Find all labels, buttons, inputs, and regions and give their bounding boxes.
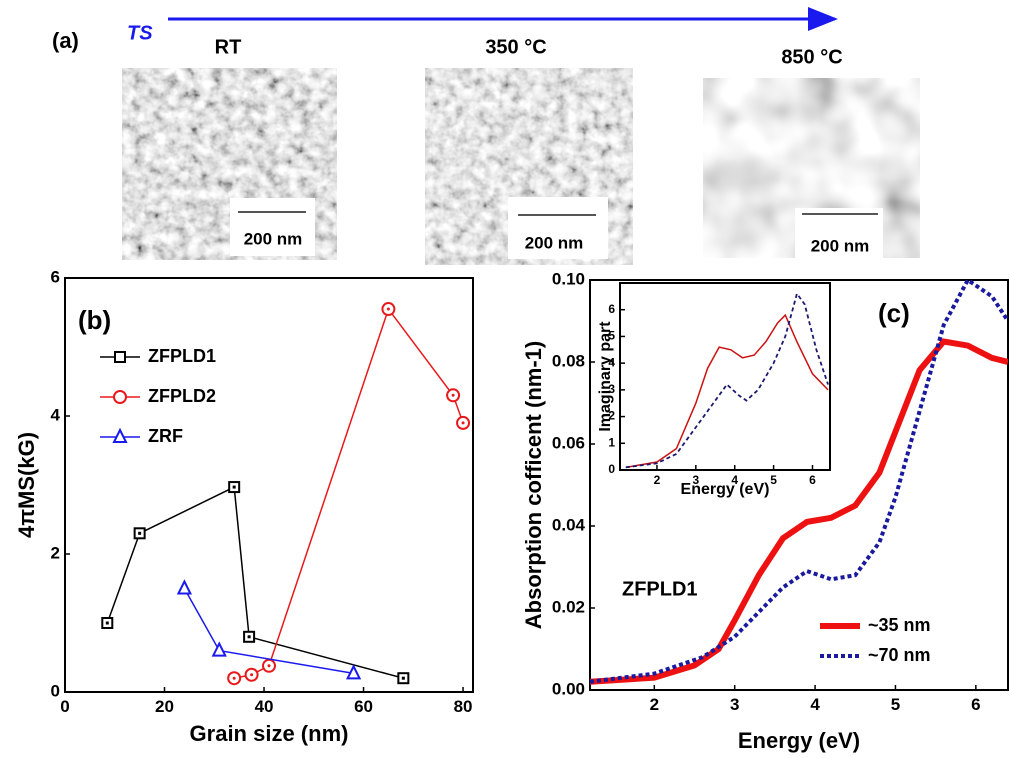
marker (114, 391, 126, 403)
x-tick-label: 6 (971, 695, 980, 714)
x-axis-label: Energy (eV) (681, 481, 770, 498)
scale-label: 200 nm (525, 233, 584, 252)
y-tick-label: 6 (608, 302, 615, 316)
y-tick-label: 6 (51, 267, 60, 286)
inset-background (620, 283, 830, 470)
x-tick-label: 80 (454, 697, 473, 716)
x-axis-label: Energy (eV) (738, 728, 860, 753)
marker (115, 352, 125, 362)
y-tick-label: 0.10 (552, 269, 585, 288)
x-tick-label: 5 (770, 473, 777, 487)
micrograph: 200 nm 350 °C (425, 36, 633, 265)
marker-dot (248, 635, 251, 638)
x-axis-label: Grain size (nm) (190, 721, 349, 746)
scale-label: 200 nm (244, 229, 303, 248)
arrow-label: TS (127, 22, 153, 44)
y-axis-label: Imaginary part (597, 321, 614, 432)
y-tick-label: 0.08 (552, 351, 585, 370)
y-tick-label: 0 (608, 462, 615, 476)
figure: (a) TS 200 nm RT 200 nm 350 °C 200 nm 85… (0, 0, 1010, 758)
scale-label: 200 nm (811, 236, 870, 255)
micrograph: 200 nm 850 °C (703, 46, 920, 260)
marker (178, 582, 190, 594)
series-line (107, 487, 403, 678)
panel-label: (c) (878, 298, 910, 328)
image-caption: 350 °C (485, 36, 546, 58)
image-caption: 850 °C (781, 46, 842, 68)
marker-dot (268, 664, 271, 667)
y-tick-label: 0.04 (552, 515, 586, 534)
x-tick-label: 2 (650, 695, 659, 714)
image-caption: RT (215, 36, 242, 58)
marker-dot (387, 308, 390, 311)
legend-label: ~35 nm (868, 615, 931, 635)
series-line (234, 309, 463, 678)
marker-dot (402, 677, 405, 680)
x-tick-label: 4 (810, 695, 820, 714)
marker-dot (233, 677, 236, 680)
micrograph: 200 nm RT (122, 36, 337, 260)
legend-label: ZFPLD1 (148, 346, 216, 366)
marker-dot (462, 421, 465, 424)
legend-label: ZRF (148, 426, 183, 446)
legend-label: ZFPLD2 (148, 386, 216, 406)
y-tick-label: 0.00 (552, 679, 585, 698)
y-tick-label: 0 (51, 681, 60, 700)
annotation: ZFPLD1 (622, 578, 698, 600)
panel-label: (b) (78, 305, 111, 335)
chart: 0 20 40 60 80 0 2 4 6 Grain size (nm) 4πMS(kG) (b) Z… (14, 267, 473, 745)
legend-label: ~70 nm (868, 645, 931, 665)
panel-label: (a) (52, 28, 79, 53)
x-tick-label: 40 (255, 697, 274, 716)
y-tick-label: 0.02 (552, 597, 585, 616)
y-tick-label: 0.06 (552, 433, 585, 452)
y-tick-label: 1 (608, 435, 615, 449)
y-tick-label: 2 (51, 543, 60, 562)
marker (114, 430, 126, 442)
x-tick-label: 0 (60, 697, 69, 716)
x-tick-label: 2 (654, 473, 661, 487)
x-tick-label: 20 (155, 697, 174, 716)
marker-dot (250, 673, 253, 676)
marker-dot (106, 622, 109, 625)
marker-dot (233, 486, 236, 489)
x-tick-label: 3 (730, 695, 739, 714)
x-tick-label: 5 (891, 695, 900, 714)
x-tick-label: 6 (809, 473, 816, 487)
marker-dot (452, 394, 455, 397)
y-axis-label: 4πMS(kG) (14, 432, 39, 538)
marker-dot (138, 532, 141, 535)
marker (213, 644, 225, 656)
x-tick-label: 60 (354, 697, 373, 716)
y-axis-label: Absorption cofficent (nm-1) (521, 341, 546, 629)
y-tick-label: 4 (51, 405, 61, 424)
